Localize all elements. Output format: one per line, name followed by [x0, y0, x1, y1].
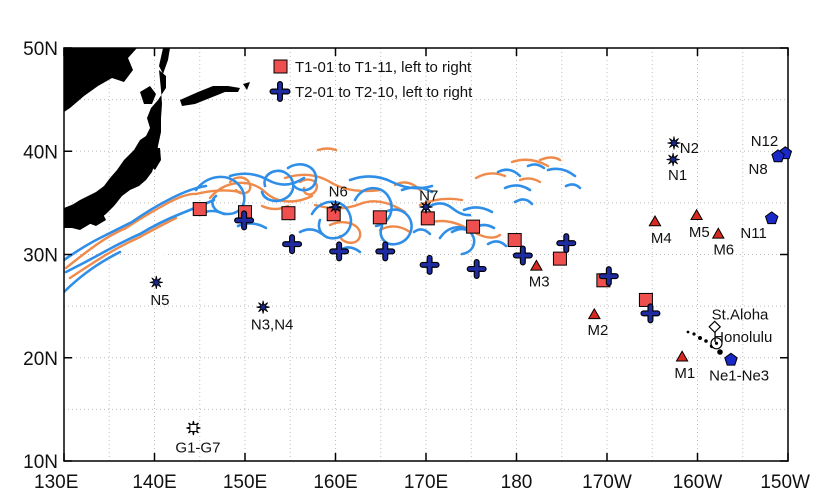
station-n3-n4-label: N3,N4	[251, 317, 294, 334]
station-m4-label: M4	[651, 230, 672, 247]
legend-label-t1: T1-01 to T1-11, left to right	[295, 59, 472, 76]
lon-tick-label: 140E	[132, 472, 176, 493]
station-m4-marker	[648, 215, 662, 227]
station-m2-marker	[587, 307, 601, 320]
station-m5-label: M5	[689, 224, 710, 241]
t1-point	[552, 251, 567, 266]
t1-point	[507, 233, 522, 248]
station-g1-g7-marker	[186, 420, 201, 436]
station-m1-label: M1	[674, 365, 695, 382]
t2-point	[329, 241, 350, 262]
station-g1-g7-label: G1-G7	[175, 440, 220, 457]
station-n7-marker	[419, 200, 433, 214]
square-icon	[273, 59, 288, 74]
t2-point	[282, 234, 303, 255]
station-m3-marker	[529, 259, 543, 271]
legend-label-t2: T2-01 to T2-10, left to right	[295, 84, 473, 101]
station-m6-label: M6	[713, 241, 734, 258]
station-n11-label: N11	[740, 225, 766, 242]
grid-lines	[64, 48, 788, 461]
lat-tick-label: 10N	[23, 452, 58, 473]
station-n1-marker	[666, 152, 680, 167]
lon-tick-label: 170E	[404, 472, 448, 493]
station-n12-label: N12	[751, 133, 779, 150]
station-n1-label: N1	[668, 167, 687, 184]
t2-point	[598, 266, 619, 287]
lon-tick-label: 170W	[582, 472, 632, 493]
station-st-aloha-marker	[708, 320, 722, 334]
t1-point	[192, 202, 207, 217]
station-honolulu-label: Honolulu	[713, 329, 772, 346]
station-m1-marker	[675, 350, 689, 362]
t1-point	[420, 211, 435, 226]
t1-point	[638, 292, 653, 307]
station-n3-n4-marker	[256, 300, 270, 314]
station-honolulu-marker	[710, 337, 723, 350]
lon-tick-label: 150W	[760, 472, 810, 493]
station-n6-label: N6	[329, 184, 348, 201]
station-n5-marker	[149, 275, 163, 289]
station-n2-label: N2	[680, 140, 699, 157]
lat-tick-label: 40N	[23, 142, 58, 163]
lat-tick-label: 30N	[23, 246, 58, 267]
station-n11-marker	[764, 211, 779, 225]
t2-point	[640, 303, 661, 324]
legend: T1-01 to T1-11, left to right T2-01 to T…	[269, 59, 473, 102]
station-m6-marker	[711, 227, 725, 239]
station-m5-marker	[690, 208, 704, 220]
lat-tick-label: 20N	[23, 349, 58, 370]
t2-point	[419, 254, 440, 275]
station-m3-label: M3	[529, 273, 550, 290]
t2-point	[512, 245, 533, 266]
lon-tick-label: 160W	[673, 472, 723, 493]
lon-tick-label: 150E	[223, 472, 267, 493]
japan-landmass	[64, 48, 250, 230]
lon-tick-label: 160E	[313, 472, 357, 493]
station-n5-label: N5	[150, 292, 169, 309]
lon-tick-label: 130E	[34, 472, 78, 493]
station-n7-label: N7	[419, 188, 438, 205]
t2-point	[556, 233, 577, 254]
t2-point	[234, 210, 255, 231]
t2-transect-points	[234, 210, 661, 324]
t1-point	[281, 206, 296, 221]
station-n6-marker	[328, 200, 343, 214]
lat-tick-label: 50N	[23, 39, 58, 60]
t1-point	[372, 210, 387, 225]
station-n2-marker	[667, 136, 681, 150]
station-n8-marker	[771, 149, 785, 163]
station-st-aloha-label: St.Aloha	[712, 306, 769, 323]
t1-point	[466, 219, 481, 234]
t2-point	[375, 241, 396, 262]
station-m2-label: M2	[588, 322, 609, 339]
t2-point	[466, 258, 487, 279]
station-ne1-ne3-marker	[724, 352, 738, 366]
station-n8-label: N8	[749, 161, 768, 178]
station-ne1-ne3-label: Ne1-Ne3	[709, 367, 769, 384]
lon-tick-label: 180	[501, 472, 533, 493]
